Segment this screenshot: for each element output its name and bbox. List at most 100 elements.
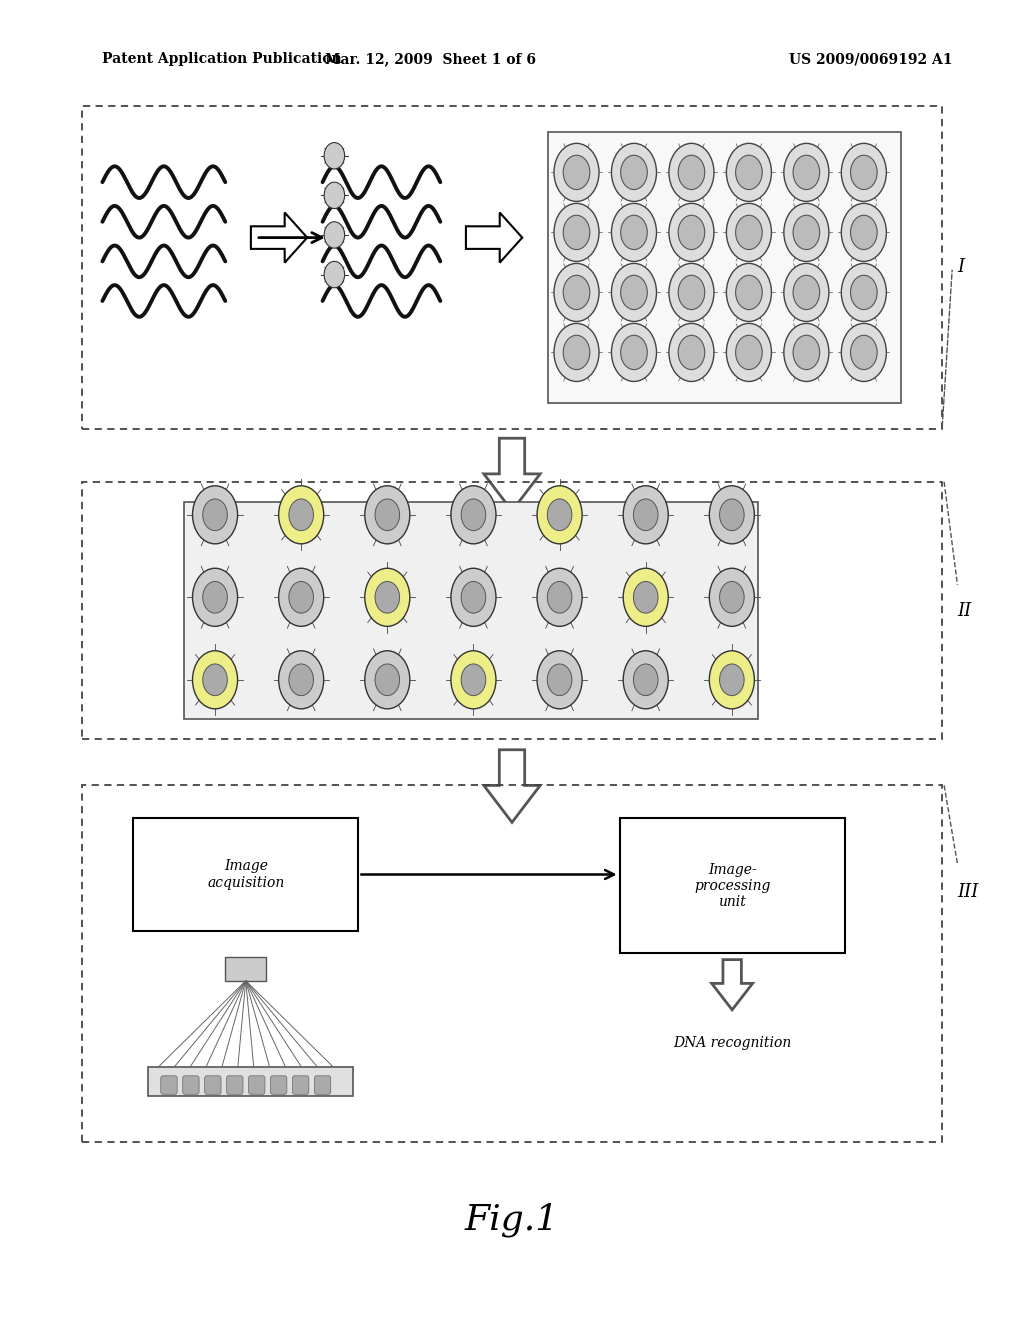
- Circle shape: [726, 144, 771, 202]
- Text: Fig.1: Fig.1: [465, 1203, 559, 1237]
- Circle shape: [563, 276, 590, 310]
- Circle shape: [720, 499, 744, 531]
- Circle shape: [726, 264, 771, 322]
- Circle shape: [193, 486, 238, 544]
- Circle shape: [851, 276, 878, 310]
- FancyBboxPatch shape: [184, 502, 758, 719]
- FancyBboxPatch shape: [148, 1067, 353, 1096]
- Circle shape: [710, 569, 755, 627]
- Circle shape: [851, 215, 878, 249]
- FancyBboxPatch shape: [548, 132, 901, 403]
- Circle shape: [735, 335, 762, 370]
- FancyArrow shape: [712, 960, 753, 1010]
- Text: I: I: [957, 259, 965, 276]
- Circle shape: [669, 264, 714, 322]
- Text: Image-
processing
unit: Image- processing unit: [694, 862, 770, 909]
- Circle shape: [611, 264, 656, 322]
- FancyArrow shape: [483, 750, 541, 822]
- Circle shape: [554, 144, 599, 202]
- Circle shape: [611, 144, 656, 202]
- Circle shape: [621, 276, 647, 310]
- Circle shape: [634, 499, 658, 531]
- Circle shape: [537, 486, 582, 544]
- Circle shape: [451, 486, 496, 544]
- FancyArrow shape: [466, 213, 522, 263]
- Circle shape: [375, 664, 399, 696]
- FancyBboxPatch shape: [293, 1076, 309, 1094]
- Circle shape: [325, 143, 345, 169]
- Circle shape: [461, 581, 485, 614]
- FancyBboxPatch shape: [270, 1076, 287, 1094]
- FancyBboxPatch shape: [205, 1076, 221, 1094]
- Circle shape: [793, 335, 819, 370]
- Circle shape: [851, 335, 878, 370]
- Circle shape: [203, 664, 227, 696]
- Circle shape: [325, 182, 345, 209]
- Circle shape: [735, 156, 762, 190]
- FancyBboxPatch shape: [249, 1076, 265, 1094]
- Circle shape: [726, 323, 771, 381]
- Text: III: III: [957, 883, 979, 902]
- Circle shape: [842, 203, 887, 261]
- Circle shape: [193, 569, 238, 627]
- Circle shape: [365, 651, 410, 709]
- Circle shape: [793, 156, 819, 190]
- Circle shape: [325, 261, 345, 288]
- FancyBboxPatch shape: [161, 1076, 177, 1094]
- Circle shape: [634, 664, 658, 696]
- Circle shape: [461, 499, 485, 531]
- Circle shape: [537, 651, 582, 709]
- Circle shape: [783, 144, 828, 202]
- FancyArrow shape: [483, 438, 541, 511]
- Circle shape: [621, 335, 647, 370]
- Circle shape: [365, 569, 410, 627]
- Circle shape: [461, 664, 485, 696]
- Circle shape: [203, 581, 227, 614]
- Circle shape: [710, 651, 755, 709]
- Circle shape: [611, 323, 656, 381]
- Circle shape: [669, 323, 714, 381]
- Circle shape: [783, 264, 828, 322]
- Circle shape: [621, 156, 647, 190]
- Circle shape: [563, 156, 590, 190]
- Circle shape: [842, 323, 887, 381]
- Circle shape: [678, 215, 705, 249]
- Circle shape: [563, 335, 590, 370]
- Text: US 2009/0069192 A1: US 2009/0069192 A1: [788, 53, 952, 66]
- Circle shape: [851, 156, 878, 190]
- Circle shape: [624, 569, 669, 627]
- FancyBboxPatch shape: [225, 957, 266, 981]
- Text: Mar. 12, 2009  Sheet 1 of 6: Mar. 12, 2009 Sheet 1 of 6: [325, 53, 536, 66]
- Circle shape: [726, 203, 771, 261]
- Circle shape: [193, 651, 238, 709]
- Circle shape: [365, 486, 410, 544]
- Circle shape: [621, 215, 647, 249]
- Text: DNA recognition: DNA recognition: [673, 1036, 792, 1049]
- Circle shape: [563, 215, 590, 249]
- Circle shape: [720, 664, 744, 696]
- Circle shape: [735, 215, 762, 249]
- Circle shape: [678, 276, 705, 310]
- Circle shape: [554, 264, 599, 322]
- FancyBboxPatch shape: [182, 1076, 199, 1094]
- Text: Image
acquisition: Image acquisition: [207, 859, 285, 890]
- Circle shape: [624, 486, 669, 544]
- Circle shape: [624, 651, 669, 709]
- Circle shape: [279, 569, 324, 627]
- Circle shape: [842, 144, 887, 202]
- Circle shape: [279, 651, 324, 709]
- Text: II: II: [957, 602, 972, 619]
- Circle shape: [720, 581, 744, 614]
- Circle shape: [289, 664, 313, 696]
- Circle shape: [783, 203, 828, 261]
- Circle shape: [451, 569, 496, 627]
- Circle shape: [611, 203, 656, 261]
- Circle shape: [710, 486, 755, 544]
- Circle shape: [547, 581, 571, 614]
- Circle shape: [678, 335, 705, 370]
- Circle shape: [375, 581, 399, 614]
- Circle shape: [735, 276, 762, 310]
- Circle shape: [325, 222, 345, 248]
- Circle shape: [669, 203, 714, 261]
- Circle shape: [547, 664, 571, 696]
